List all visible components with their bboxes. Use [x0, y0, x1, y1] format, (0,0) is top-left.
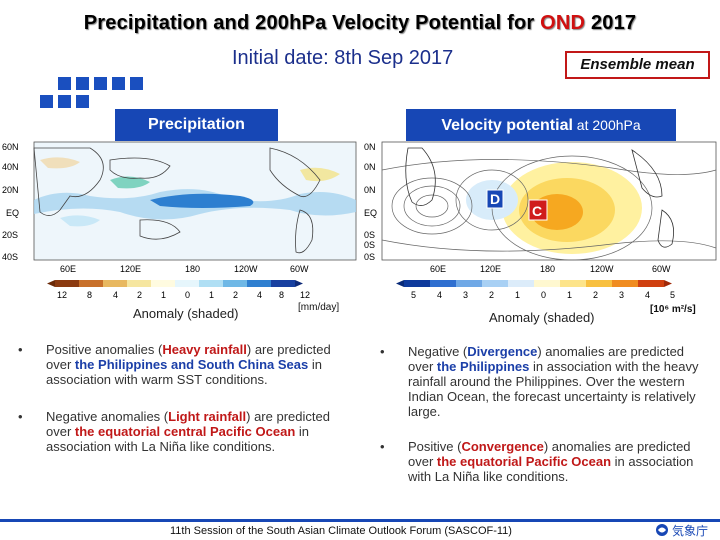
divergence-marker: D — [490, 191, 500, 207]
precipitation-colorbar: 12 8 4 2 1 0 1 2 4 8 12 — [47, 280, 310, 300]
svg-text:8: 8 — [279, 290, 284, 300]
svg-text:4: 4 — [645, 290, 650, 300]
svg-text:1: 1 — [161, 290, 166, 300]
svg-text:4: 4 — [113, 290, 118, 300]
svg-text:2: 2 — [137, 290, 142, 300]
slide-title: Precipitation and 200hPa Velocity Potent… — [83, 12, 637, 34]
lon-label: 120W — [234, 264, 258, 274]
svg-text:0: 0 — [185, 290, 190, 300]
svg-text:120W: 120W — [590, 264, 614, 274]
convergence-marker: C — [532, 203, 542, 219]
velocity-colorbar: 5 4 3 2 1 0 1 2 3 4 5 — [396, 280, 675, 300]
lon-label: 120E — [120, 264, 141, 274]
footer-text: 11th Session of the South Asian Climate … — [170, 525, 512, 537]
ensemble-mean-badge: Ensemble mean — [565, 51, 710, 79]
list-item: • Negative anomalies (Light rainfall) ar… — [18, 409, 330, 454]
list-item: • Positive (Convergence) anomalies are p… — [380, 439, 694, 484]
left-bullet-list: • Positive anomalies (Heavy rainfall) ar… — [18, 342, 358, 466]
svg-text:5: 5 — [670, 290, 675, 300]
svg-text:5: 5 — [411, 290, 416, 300]
initial-date: Initial date: 8th Sep 2017 — [232, 47, 454, 69]
jma-logo: 気象庁 — [655, 522, 715, 538]
lat-label: 40S — [2, 252, 18, 262]
svg-text:120E: 120E — [480, 264, 501, 274]
title-highlight: OND — [540, 12, 586, 34]
svg-text:0N: 0N — [364, 142, 376, 152]
velocity-potential-label: Velocity potential at 200hPa — [406, 109, 676, 141]
lat-label: 40N — [2, 162, 19, 172]
list-item: • Negative (Divergence) anomalies are pr… — [380, 344, 699, 419]
lon-label: 60W — [290, 264, 309, 274]
precipitation-label: Precipitation — [115, 109, 278, 141]
lat-label: 60N — [2, 142, 19, 152]
svg-text:3: 3 — [463, 290, 468, 300]
velocity-potential-map: D C 0N 0N 0N EQ 0S 0S 0S 60E 120E 180 12… — [364, 141, 717, 300]
svg-text:60W: 60W — [652, 264, 671, 274]
svg-text:0S: 0S — [364, 230, 375, 240]
svg-text:8: 8 — [87, 290, 92, 300]
left-anomaly-label: Anomaly (shaded) — [133, 306, 239, 321]
logo-text: 気象庁 — [672, 523, 708, 538]
svg-text:12: 12 — [300, 290, 310, 300]
lat-label: 20S — [2, 230, 18, 240]
svg-text:0: 0 — [541, 290, 546, 300]
svg-text:180: 180 — [540, 264, 555, 274]
right-bullet-list: • Negative (Divergence) anomalies are pr… — [380, 344, 710, 496]
svg-text:4: 4 — [257, 290, 262, 300]
svg-text:0S: 0S — [364, 252, 375, 262]
svg-text:4: 4 — [437, 290, 442, 300]
precipitation-map: 60N 40N 20N EQ 20S 40S 60E 120E 180 120W… — [2, 141, 357, 300]
left-unit-label: [mm/day] — [298, 302, 340, 313]
right-unit-label: [10⁶ m²/s] — [650, 304, 696, 315]
svg-text:2: 2 — [593, 290, 598, 300]
svg-text:EQ: EQ — [364, 208, 377, 218]
list-item: • Positive anomalies (Heavy rainfall) ar… — [18, 342, 331, 387]
svg-text:0N: 0N — [364, 162, 376, 172]
svg-text:2: 2 — [489, 290, 494, 300]
footer-divider — [0, 519, 720, 522]
svg-text:3: 3 — [619, 290, 624, 300]
lat-label: 20N — [2, 185, 19, 195]
svg-text:0N: 0N — [364, 185, 376, 195]
right-anomaly-label: Anomaly (shaded) — [489, 310, 595, 325]
svg-text:1: 1 — [515, 290, 520, 300]
lon-label: 60E — [60, 264, 76, 274]
svg-text:0S: 0S — [364, 240, 375, 250]
svg-text:12: 12 — [57, 290, 67, 300]
svg-text:2: 2 — [233, 290, 238, 300]
svg-text:60E: 60E — [430, 264, 446, 274]
svg-text:1: 1 — [567, 290, 572, 300]
svg-text:1: 1 — [209, 290, 214, 300]
lon-label: 180 — [185, 264, 200, 274]
lat-label: EQ — [6, 208, 19, 218]
